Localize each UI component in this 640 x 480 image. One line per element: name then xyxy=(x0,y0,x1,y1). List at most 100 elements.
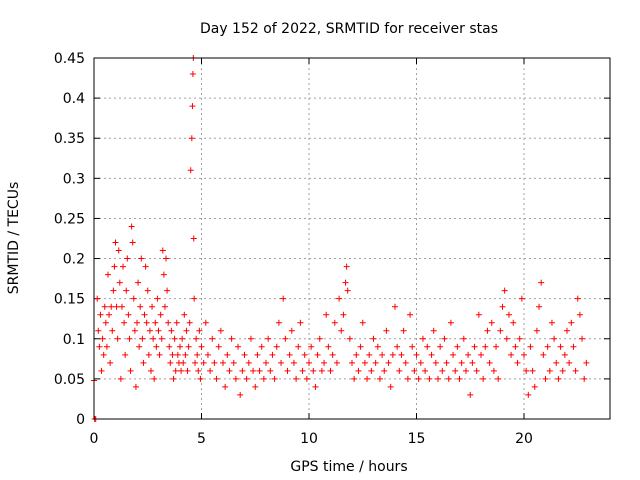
data-point xyxy=(443,359,450,366)
data-point xyxy=(275,319,282,326)
data-point xyxy=(342,279,349,286)
data-point xyxy=(263,359,269,366)
data-point xyxy=(288,327,295,334)
data-point xyxy=(493,343,500,350)
data-point xyxy=(187,167,194,174)
y-tick-label: 0 xyxy=(76,412,85,428)
data-point xyxy=(538,279,545,286)
data-point xyxy=(265,335,272,342)
data-point xyxy=(192,359,199,366)
data-point xyxy=(182,351,189,358)
data-point xyxy=(346,335,353,342)
data-point xyxy=(308,343,315,350)
data-point xyxy=(452,367,459,374)
data-point xyxy=(407,311,414,318)
data-point xyxy=(568,319,575,326)
data-point xyxy=(458,359,465,366)
data-point xyxy=(428,351,435,358)
data-point xyxy=(94,295,101,302)
data-point xyxy=(353,351,360,358)
data-point xyxy=(553,359,560,366)
data-point xyxy=(533,327,540,334)
data-point xyxy=(540,351,547,358)
data-point xyxy=(195,367,202,374)
data-point xyxy=(118,303,125,310)
data-point xyxy=(154,295,161,302)
data-point xyxy=(478,351,484,358)
data-point xyxy=(475,311,482,318)
data-point xyxy=(186,319,193,326)
data-points xyxy=(91,55,590,422)
data-point xyxy=(220,359,226,366)
data-point xyxy=(426,375,433,382)
data-point xyxy=(555,375,562,382)
data-point xyxy=(465,351,472,358)
data-point xyxy=(316,335,323,342)
data-point xyxy=(200,359,207,366)
data-point xyxy=(168,327,175,334)
data-point xyxy=(505,311,512,318)
data-point xyxy=(237,391,244,398)
data-point xyxy=(314,351,321,358)
data-point xyxy=(194,351,201,358)
data-point xyxy=(134,319,140,326)
data-point xyxy=(454,343,461,350)
data-point xyxy=(542,375,549,382)
data-point xyxy=(96,343,103,350)
data-point xyxy=(383,327,390,334)
data-point xyxy=(184,367,191,374)
data-point xyxy=(486,359,493,366)
data-point xyxy=(280,295,287,302)
x-tick-label: 0 xyxy=(90,431,99,447)
x-tick-label: 20 xyxy=(515,431,533,447)
data-point xyxy=(372,359,379,366)
data-point xyxy=(312,383,319,390)
data-point xyxy=(104,271,111,278)
data-point xyxy=(381,367,388,374)
data-point xyxy=(432,359,439,366)
data-point xyxy=(145,351,152,358)
data-point xyxy=(204,351,211,358)
data-point xyxy=(250,367,257,374)
data-point xyxy=(482,343,489,350)
data-point xyxy=(232,375,239,382)
data-point xyxy=(536,303,543,310)
data-point xyxy=(473,367,480,374)
data-point xyxy=(144,287,151,294)
data-point xyxy=(239,367,246,374)
data-point xyxy=(273,343,280,350)
data-point xyxy=(123,287,130,294)
data-point xyxy=(160,271,167,278)
data-point xyxy=(128,223,135,230)
data-point xyxy=(495,375,502,382)
data-point xyxy=(469,359,476,366)
data-point xyxy=(518,295,525,302)
data-point xyxy=(467,391,474,398)
data-point xyxy=(177,343,183,350)
data-point xyxy=(254,351,261,358)
data-point xyxy=(107,359,114,366)
data-point xyxy=(357,343,364,350)
data-point xyxy=(295,343,302,350)
data-point xyxy=(217,327,224,334)
data-point xyxy=(112,239,119,246)
chart-title: Day 152 of 2022, SRMTID for receiver sta… xyxy=(200,21,498,37)
data-point xyxy=(344,287,351,294)
y-tick-label: 0.45 xyxy=(54,51,85,67)
data-point xyxy=(224,351,231,358)
data-point xyxy=(516,335,523,342)
data-point xyxy=(282,335,289,342)
data-point xyxy=(132,383,139,390)
data-point xyxy=(135,279,142,286)
data-point xyxy=(120,263,127,270)
data-point xyxy=(387,383,394,390)
data-point xyxy=(111,263,118,270)
data-point xyxy=(126,335,133,342)
data-point xyxy=(161,303,168,310)
data-point xyxy=(413,351,420,358)
data-point xyxy=(230,359,237,366)
data-point xyxy=(435,375,441,382)
data-point xyxy=(576,311,583,318)
data-point xyxy=(156,351,163,358)
data-point xyxy=(95,327,102,334)
